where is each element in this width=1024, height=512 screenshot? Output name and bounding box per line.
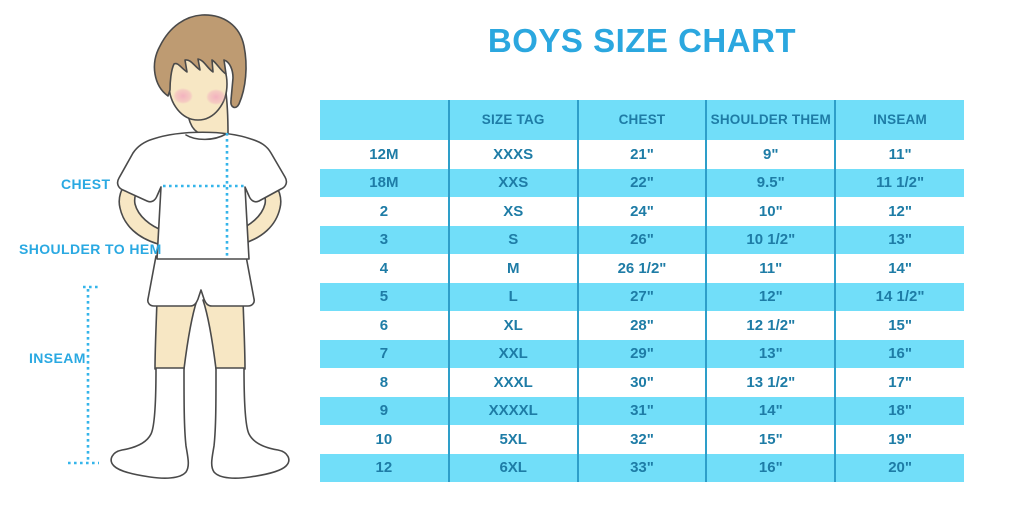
chest-measurement-label: CHEST [61,176,111,192]
cell-inseam: 17" [834,368,964,397]
tshirt-collar-line [185,133,227,141]
table-row: 2 XS 24" 10" 12" [320,197,964,226]
cell-chest: 27" [576,282,707,311]
header-shoulder-them: SHOULDER THEM [705,100,836,140]
cell-shoulder-them: 11" [705,254,836,283]
cell-size-tag: XXXXL [447,396,578,425]
size-chart-table: SIZE TAG CHEST SHOULDER THEM INSEAM 12M … [320,100,964,482]
cell-shoulder-them: 15" [705,425,836,454]
table-row: 6 XL 28" 12 1/2" 15" [320,311,964,340]
cell-size: 4 [379,259,389,277]
cell-size-tag: XL [447,311,578,340]
cell-chest: 33" [576,453,707,482]
cell-shoulder-them: 9.5" [705,168,836,197]
cell-shoulder-them: 12" [705,282,836,311]
page-title: BOYS SIZE CHART [487,22,797,59]
cell-chest: 30" [576,368,707,397]
cell-size-tag: 6XL [447,453,578,482]
cell-chest: 26 1/2" [576,254,707,283]
cell-shoulder-them: 14" [705,396,836,425]
boy-tshirt [116,131,288,260]
cell-inseam: 14 1/2" [834,282,964,311]
cell-size: 12 [320,453,449,482]
table-row: 12M XXXS 21" 9" 11" [320,140,964,169]
cell-size-tag: S [447,225,578,254]
cell-chest: 31" [576,396,707,425]
cell-size: 18M [320,168,449,197]
boy-left-sock [110,367,190,479]
table-row: 12 6XL 33" 16" 20" [320,453,964,482]
boy-shorts [147,255,255,307]
header-size-tag: SIZE TAG [447,100,578,140]
boy-left-blush [173,88,193,104]
cell-chest: 32" [576,425,707,454]
table-body: 12M XXXS 21" 9" 11" 18M XXS 22" 9.5" 11 … [320,140,964,482]
cell-size-tag: L [447,282,578,311]
cell-chest: 22" [576,168,707,197]
cell-shoulder-them: 13" [705,339,836,368]
boy-right-blush [206,89,226,105]
cell-size-tag: XXL [447,339,578,368]
cell-inseam: 20" [834,453,964,482]
header-inseam: INSEAM [834,100,964,140]
cell-shoulder-them: 13 1/2" [705,368,836,397]
cell-chest: 21" [576,140,707,169]
cell-shoulder-them: 10 1/2" [705,225,836,254]
table-row: 8 XXXL 30" 13 1/2" 17" [320,368,964,397]
cell-inseam: 16" [834,339,964,368]
cell-size: 8 [379,373,389,391]
cell-shoulder-them: 10" [705,197,836,226]
cell-size: 2 [379,202,389,220]
boy-measurement-illustration [68,14,290,479]
cell-inseam: 15" [834,311,964,340]
table-row: 10 5XL 32" 15" 19" [320,425,964,454]
inseam-measurement-label: INSEAM [29,350,86,366]
table-row: 7 XXL 29" 13" 16" [320,339,964,368]
cell-size: 5 [320,282,449,311]
cell-inseam: 18" [834,396,964,425]
cell-size: 9 [320,396,449,425]
header-chest: CHEST [576,100,707,140]
cell-inseam: 14" [834,254,964,283]
table-row: 5 L 27" 12" 14 1/2" [320,282,964,311]
table-row: 9 XXXXL 31" 14" 18" [320,396,964,425]
cell-inseam: 19" [834,425,964,454]
cell-size: 10 [375,430,393,448]
boy-right-leg [202,299,246,370]
table-header-row: SIZE TAG CHEST SHOULDER THEM INSEAM [320,100,964,140]
header-size-column [320,100,449,140]
cell-shoulder-them: 16" [705,453,836,482]
cell-size: 3 [320,225,449,254]
table-row: 18M XXS 22" 9.5" 11 1/2" [320,168,964,197]
cell-size-tag: XXS [447,168,578,197]
shoulder-to-hem-measurement-label: SHOULDER TO HEM [19,241,162,257]
cell-size-tag: M [447,254,578,283]
cell-size-tag: XS [447,197,578,226]
cell-size: 6 [379,316,389,334]
cell-chest: 26" [576,225,707,254]
cell-inseam: 12" [834,197,964,226]
cell-size-tag: XXXL [447,368,578,397]
cell-inseam: 13" [834,225,964,254]
cell-chest: 29" [576,339,707,368]
cell-inseam: 11" [834,140,964,169]
cell-shoulder-them: 9" [705,140,836,169]
boy-hair [153,14,247,109]
cell-size: 12M [369,145,399,163]
cell-size-tag: XXXS [447,140,578,169]
measurement-lines [68,133,244,465]
boy-right-sock [210,367,290,479]
boy-left-leg [154,299,198,370]
cell-size: 7 [320,339,449,368]
cell-chest: 24" [576,197,707,226]
cell-chest: 28" [576,311,707,340]
cell-shoulder-them: 12 1/2" [705,311,836,340]
cell-size-tag: 5XL [447,425,578,454]
table-row: 4 M 26 1/2" 11" 14" [320,254,964,283]
cell-inseam: 11 1/2" [834,168,964,197]
table-row: 3 S 26" 10 1/2" 13" [320,225,964,254]
